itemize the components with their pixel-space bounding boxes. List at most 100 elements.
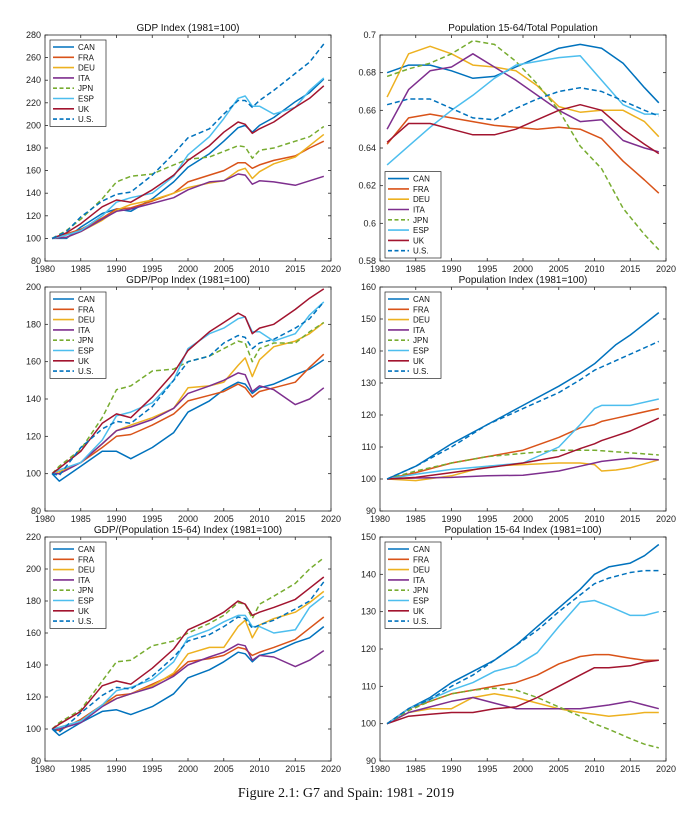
legend-label-deu: DEU — [78, 566, 95, 575]
x-tick-label: 1985 — [406, 514, 426, 524]
legend-label-can: CAN — [78, 295, 95, 304]
legend-label-deu: DEU — [413, 316, 430, 325]
series-line-ita — [386, 696, 659, 725]
series-line-can — [386, 312, 660, 480]
y-tick-label: 120 — [26, 431, 41, 441]
legend-label-deu: DEU — [413, 195, 430, 204]
legend-label-fra: FRA — [413, 305, 430, 314]
x-tick-label: 2015 — [620, 264, 640, 274]
series-line-can — [52, 78, 325, 240]
x-tick-label: 2010 — [584, 264, 604, 274]
series-line-ita — [52, 372, 325, 475]
y-tick-label: 240 — [26, 75, 41, 85]
y-tick-label: 140 — [26, 394, 41, 404]
series-line-esp — [51, 77, 325, 240]
legend-label-can: CAN — [413, 545, 430, 554]
legend-box — [384, 291, 442, 379]
series-line-fra — [386, 653, 659, 725]
y-tick-label: 120 — [26, 692, 41, 702]
x-tick-label: 2015 — [285, 264, 305, 274]
y-tick-label: 80 — [31, 506, 41, 516]
x-tick-label: 1990 — [441, 764, 461, 774]
legend-label-jpn: JPN — [413, 336, 428, 345]
y-tick-label: 160 — [361, 282, 376, 292]
y-tick-label: 0.64 — [358, 143, 376, 153]
y-tick-label: 180 — [26, 143, 41, 153]
legend-label-us.: U.S. — [78, 367, 94, 376]
y-tick-label: 260 — [26, 53, 41, 63]
series-line-fra — [51, 140, 325, 240]
series-group — [51, 43, 325, 240]
y-tick-label: 100 — [361, 474, 376, 484]
legend-label-can: CAN — [78, 545, 95, 554]
x-tick-label: 2005 — [549, 764, 569, 774]
y-tick-label: 0.6 — [363, 218, 376, 228]
y-tick-label: 200 — [26, 564, 41, 574]
x-tick-label: 1985 — [71, 264, 91, 274]
legend-box — [384, 541, 442, 629]
series-line-deu — [386, 45, 660, 138]
y-tick-label: 120 — [361, 644, 376, 654]
y-tick-label: 100 — [26, 724, 41, 734]
x-tick-label: 2005 — [214, 264, 234, 274]
series-line-ita — [386, 53, 659, 153]
x-tick-label: 1995 — [477, 764, 497, 774]
legend-label-uk: UK — [78, 607, 90, 616]
x-tick-label: 1980 — [370, 264, 390, 274]
x-tick-label: 1980 — [35, 264, 55, 274]
series-line-can — [51, 626, 325, 737]
series-line-esp — [386, 599, 659, 725]
legend-label-ita: ITA — [78, 326, 91, 335]
y-tick-label: 120 — [26, 211, 41, 221]
y-tick-label: 200 — [26, 282, 41, 292]
legend-label-fra: FRA — [78, 305, 95, 314]
y-tick-label: 140 — [361, 569, 376, 579]
series-line-esp — [51, 301, 325, 475]
x-tick-label: 1980 — [35, 764, 55, 774]
series-line-us. — [386, 86, 660, 121]
y-tick-label: 140 — [26, 188, 41, 198]
legend-box — [49, 541, 107, 629]
y-tick-label: 150 — [361, 314, 376, 324]
y-tick-label: 160 — [26, 628, 41, 638]
legend-box — [49, 39, 107, 127]
x-tick-label: 1995 — [142, 764, 162, 774]
x-tick-label: 2015 — [285, 764, 305, 774]
series-line-uk — [386, 103, 660, 155]
series-line-esp — [386, 398, 659, 480]
y-tick-label: 100 — [361, 719, 376, 729]
y-tick-label: 0.62 — [358, 181, 376, 191]
x-tick-label: 2000 — [513, 264, 533, 274]
legend-label-jpn: JPN — [78, 586, 93, 595]
series-line-esp — [51, 595, 325, 730]
legend-label-esp: ESP — [78, 597, 94, 606]
series-group — [386, 312, 660, 482]
x-tick-label: 1985 — [71, 764, 91, 774]
y-tick-label: 0.7 — [363, 30, 376, 40]
x-tick-label: 1985 — [406, 764, 426, 774]
x-tick-label: 1985 — [406, 264, 426, 274]
legend-label-uk: UK — [78, 105, 90, 114]
x-tick-label: 2000 — [178, 514, 198, 524]
series-line-can — [386, 43, 660, 104]
legend-label-uk: UK — [78, 357, 90, 366]
x-tick-label: 2010 — [249, 514, 269, 524]
x-tick-label: 1990 — [441, 514, 461, 524]
series-line-jpn — [51, 557, 325, 730]
x-tick-label: 1980 — [370, 764, 390, 774]
legend-label-jpn: JPN — [78, 84, 93, 93]
y-tick-label: 130 — [361, 607, 376, 617]
chart-panel-1: GDP Index (1981=100) 1980 1985 1990 1995 2000… — [26, 23, 341, 274]
series-line-deu — [52, 133, 325, 240]
y-tick-label: 0.66 — [358, 105, 376, 115]
x-tick-label: 2010 — [584, 514, 604, 524]
y-tick-label: 120 — [361, 410, 376, 420]
x-tick-label: 1990 — [441, 264, 461, 274]
series-group — [386, 39, 660, 251]
y-tick-label: 100 — [26, 233, 41, 243]
y-tick-label: 110 — [362, 681, 376, 691]
